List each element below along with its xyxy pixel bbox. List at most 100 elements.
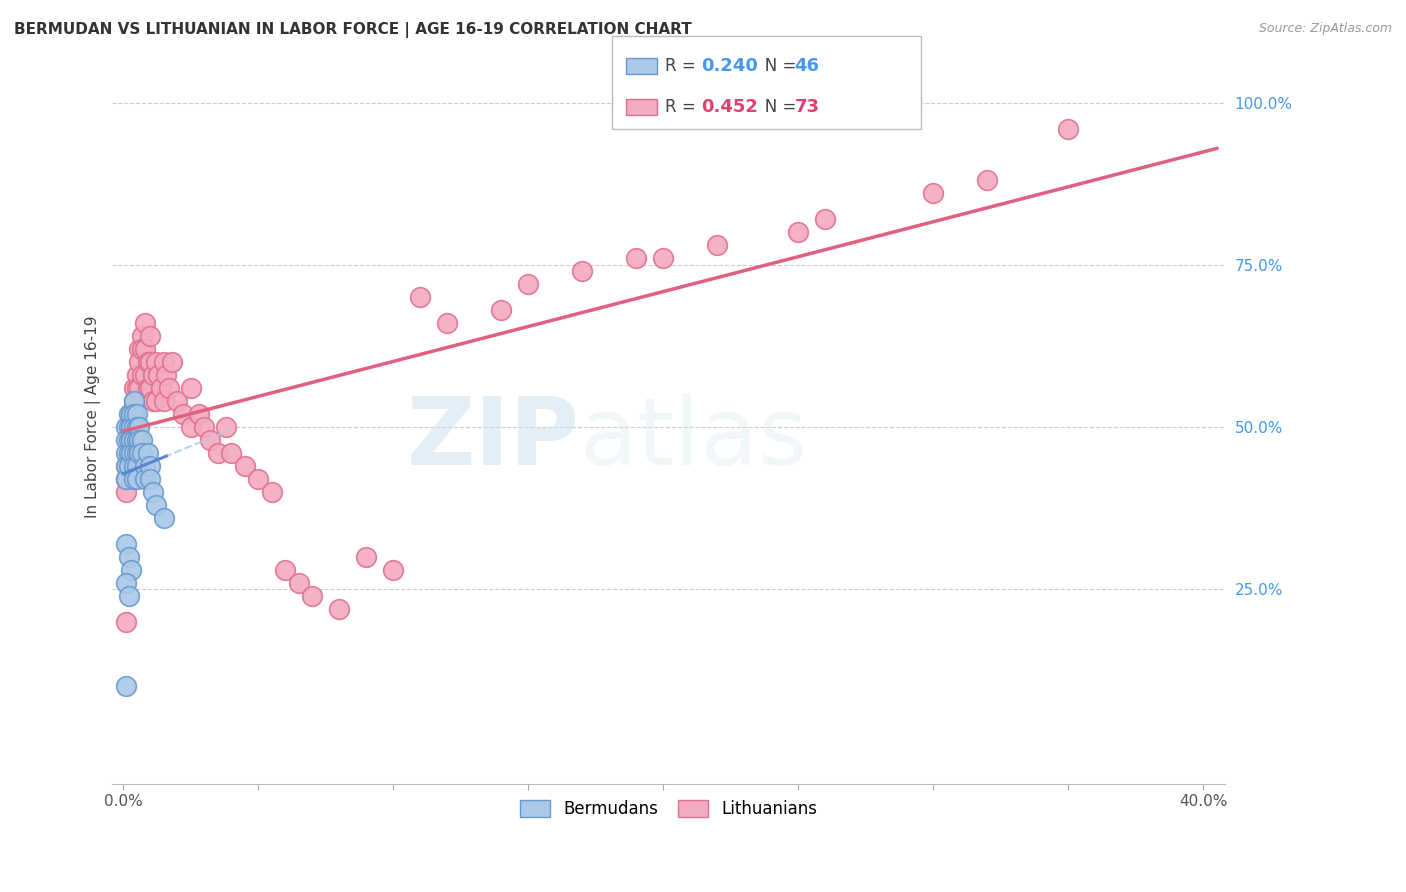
Point [122, 433, 145, 447]
Point [120, 433, 142, 447]
Point [115, 472, 138, 486]
Point [145, 498, 167, 512]
Point [120, 446, 142, 460]
Point [152, 394, 174, 409]
Point [152, 355, 174, 369]
Point [354, 549, 377, 564]
Point [139, 329, 162, 343]
Point [122, 394, 145, 409]
Point [122, 458, 145, 473]
Text: 73: 73 [794, 98, 820, 116]
Point [120, 433, 142, 447]
Point [120, 420, 142, 434]
Text: N =: N = [749, 57, 801, 75]
Point [115, 537, 138, 551]
Point [142, 394, 165, 409]
Point [125, 381, 148, 395]
Point [139, 355, 162, 369]
Legend: Bermudans, Lithuanians: Bermudans, Lithuanians [512, 792, 825, 827]
Text: R =: R = [665, 57, 702, 75]
Point [122, 407, 145, 421]
Point [122, 420, 145, 434]
Point [134, 368, 156, 382]
Point [117, 420, 139, 434]
Text: BERMUDAN VS LITHUANIAN IN LABOR FORCE | AGE 16-19 CORRELATION CHART: BERMUDAN VS LITHUANIAN IN LABOR FORCE | … [14, 22, 692, 38]
Point [125, 420, 148, 434]
Point [115, 446, 138, 460]
Point [409, 290, 432, 304]
Point [193, 420, 215, 434]
Point [142, 484, 165, 499]
Point [136, 355, 159, 369]
Point [125, 472, 148, 486]
Point [489, 303, 512, 318]
Point [120, 563, 142, 577]
Point [215, 420, 238, 434]
Point [115, 575, 138, 590]
Point [115, 680, 138, 694]
Text: Source: ZipAtlas.com: Source: ZipAtlas.com [1258, 22, 1392, 36]
Point [122, 446, 145, 460]
Point [125, 407, 148, 421]
Point [976, 173, 998, 187]
Point [187, 407, 209, 421]
Text: 46: 46 [794, 57, 820, 75]
Point [787, 225, 810, 239]
Point [1057, 121, 1080, 136]
Point [139, 458, 162, 473]
Point [115, 484, 138, 499]
Point [134, 458, 156, 473]
Point [706, 238, 728, 252]
Point [117, 458, 139, 473]
Point [152, 510, 174, 524]
Point [122, 472, 145, 486]
Point [120, 407, 142, 421]
Point [328, 601, 350, 615]
Point [122, 407, 145, 421]
Point [131, 446, 153, 460]
Point [117, 446, 139, 460]
Point [180, 420, 202, 434]
Point [166, 394, 188, 409]
Point [172, 407, 194, 421]
Point [125, 433, 148, 447]
Point [115, 458, 138, 473]
Point [134, 472, 156, 486]
Point [117, 446, 139, 460]
Point [122, 394, 145, 409]
Point [157, 381, 180, 395]
Point [155, 368, 177, 382]
Point [148, 368, 170, 382]
Text: 0.452: 0.452 [702, 98, 758, 116]
Point [115, 615, 138, 629]
Point [131, 433, 153, 447]
Point [131, 329, 153, 343]
Point [117, 589, 139, 603]
Text: N =: N = [749, 98, 801, 116]
Point [382, 563, 405, 577]
Point [139, 381, 162, 395]
Point [120, 420, 142, 434]
Point [145, 355, 167, 369]
Point [117, 549, 139, 564]
Point [652, 252, 675, 266]
Point [436, 316, 458, 330]
Point [139, 472, 162, 486]
Point [517, 277, 540, 292]
Point [160, 355, 183, 369]
Point [136, 381, 159, 395]
Point [260, 484, 283, 499]
Point [233, 458, 256, 473]
Point [117, 433, 139, 447]
Point [131, 368, 153, 382]
Point [922, 186, 945, 201]
Point [571, 264, 593, 278]
Point [274, 563, 297, 577]
Point [198, 433, 221, 447]
Point [125, 446, 148, 460]
Point [128, 420, 150, 434]
Point [115, 433, 138, 447]
Point [219, 446, 242, 460]
Point [128, 342, 150, 356]
Point [117, 407, 139, 421]
